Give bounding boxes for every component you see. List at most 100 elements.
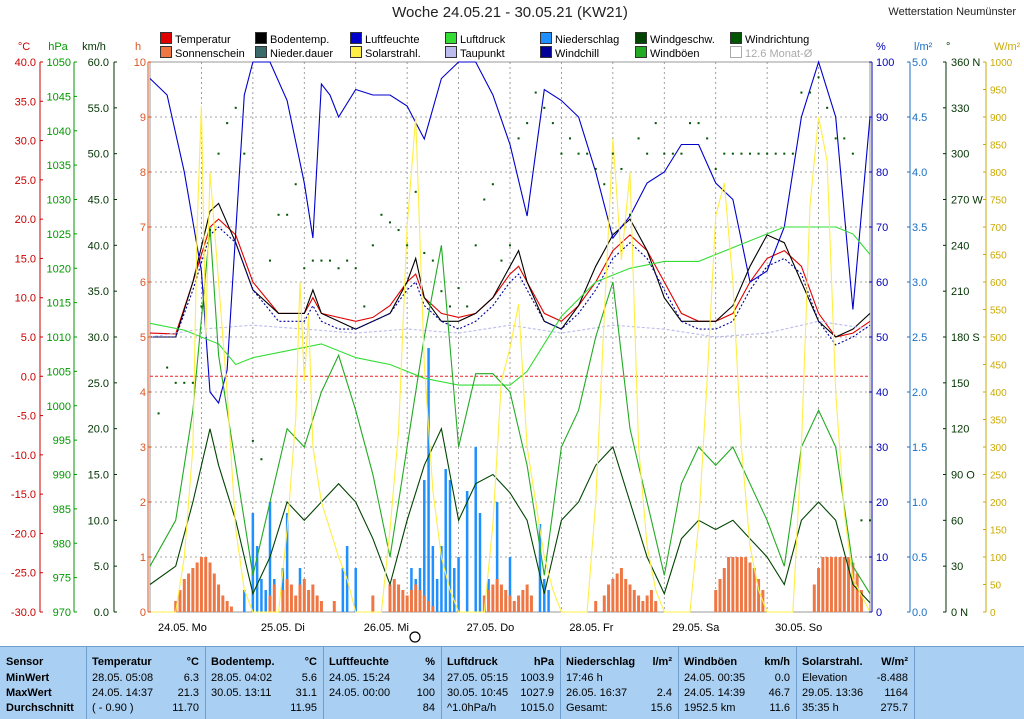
legend-sonnenschein: Sonnenschein [160,46,245,60]
x-tick-label: 26.05. Mi [364,622,409,634]
bar-sonnenschein [285,579,289,612]
stats-row: 24.05. 00:35 0.0 [684,671,790,686]
station-name: Wetterstation Neumünster [888,6,1016,18]
legend-niederdauer: Nieder.dauer [255,46,333,60]
point-windrichtung [534,91,537,94]
stats-title: Solarstrahl. [802,656,863,668]
tick-label-direction: 240 [951,240,969,252]
tick-label-wind: 5.0 [94,561,109,573]
tick-label-pressure: 1000 [47,401,71,413]
tick-label-humidity: 0 [876,607,882,619]
x-tick-label: 27.05. Do [467,622,515,634]
tick-label-temp: -25.0 [11,568,36,580]
point-windrichtung [851,152,854,155]
bar-sonnenschein [315,595,319,612]
tick-label-temp: 25.0 [15,175,36,187]
bar-sonnenschein [817,568,821,612]
legend-label: Solarstrahl. [365,48,421,60]
bar-sonnenschein [718,579,722,612]
tick-label-pressure: 985 [53,504,71,516]
x-tick-label: 24.05. Mo [158,622,207,634]
tick-label-rain: 1.0 [912,497,927,509]
chart-title: Woche 24.05.21 - 30.05.21 (KW21) [392,4,628,21]
stats-row: Gesamt: 15.6 [566,701,672,716]
tick-label-pressure: 995 [53,435,71,447]
legend-monat-mittel[interactable]: 12.6 Monat-Ø [730,46,812,60]
bar-niederschlag [341,568,345,612]
stats-value: 1003.9 [520,672,554,684]
point-windrichtung [183,381,186,384]
point-windrichtung [217,152,220,155]
bar-sonnenschein [405,595,409,612]
stats-time: Gesamt: [566,702,608,714]
point-windrichtung [286,213,289,216]
bar-sonnenschein [752,568,756,612]
stats-panel: Sensor MinWert MaxWert Durchschnitt Temp… [0,646,1024,719]
legend-windchill: Windchill [540,46,599,60]
point-windrichtung [791,152,794,155]
point-windrichtung [269,259,271,262]
bar-sonnenschein [268,595,272,612]
tick-label-humidity: 40 [876,387,888,399]
tick-label-humidity: 90 [876,112,888,124]
tick-label-hours: 5 [140,332,146,344]
tick-label-solar: 300 [990,443,1007,454]
series-line-windben [149,226,871,594]
point-windrichtung [294,183,297,186]
legend-bodentemp: Bodentemp. [255,32,329,46]
legend-label: Luftfeuchte [365,34,420,46]
point-windrichtung [800,91,803,94]
tick-label-solar: 800 [990,168,1007,179]
tick-label-hours: 1 [140,552,146,564]
bar-sonnenschein [757,579,761,612]
legend-temperatur: Temperatur [160,32,231,46]
stats-unit: hPa [533,656,554,668]
stats-row: 11.95 [211,701,317,716]
bar-sonnenschein [371,595,375,612]
point-windrichtung [277,213,280,216]
point-windrichtung [551,122,554,125]
bar-sonnenschein [731,557,735,612]
tick-label-temp: 20.0 [15,214,36,226]
tick-label-wind: 0.0 [94,607,109,619]
tick-label-wind: 40.0 [88,240,109,252]
point-windrichtung [431,259,434,262]
legend-niederschlag: Niederschlag [540,32,619,46]
stats-time: 27.05. 05:15 [447,672,509,684]
tick-label-temp: 15.0 [15,253,36,265]
stats-row: 26.05. 16:37 2.4 [566,686,672,701]
point-windrichtung [603,183,606,186]
bar-sonnenschein [851,562,855,612]
bar-sonnenschein [838,557,842,612]
tick-label-pressure: 975 [53,573,71,585]
bar-sonnenschein [187,573,191,612]
tick-label-wind: 50.0 [88,149,109,161]
stats-time: 28.05. 04:02 [211,672,273,684]
bar-sonnenschein [427,601,431,612]
tick-label-solar: 950 [990,86,1007,97]
legend-checkbox[interactable] [730,46,742,58]
stats-row: 24.05. 14:37 21.3 [92,686,199,701]
stats-value: 5.6 [301,672,317,684]
stats-time: Elevation [802,672,848,684]
tick-label-solar: 0 [990,608,996,619]
bar-sonnenschein [199,557,203,612]
tick-label-pressure: 1050 [47,57,71,69]
tick-label-solar: 550 [990,306,1007,317]
stats-row: 30.05. 10:45 1027.9 [447,686,554,701]
bar-sonnenschein [829,557,833,612]
point-windrichtung [260,458,263,461]
axis-unit-wind: km/h [82,41,106,53]
bar-sonnenschein [624,579,628,612]
bar-sonnenschein [632,590,636,612]
bar-sonnenschein [178,590,182,612]
point-windrichtung [354,267,357,270]
bar-sonnenschein [834,557,838,612]
tick-label-temp: -20.0 [11,528,36,540]
stats-unit: °C [304,656,317,668]
tick-label-pressure: 1025 [47,229,71,241]
bar-sonnenschein [727,557,731,612]
stats-row: 24.05. 14:39 46.7 [684,686,790,701]
tick-label-solar: 100 [990,553,1007,564]
point-windrichtung [757,152,760,155]
